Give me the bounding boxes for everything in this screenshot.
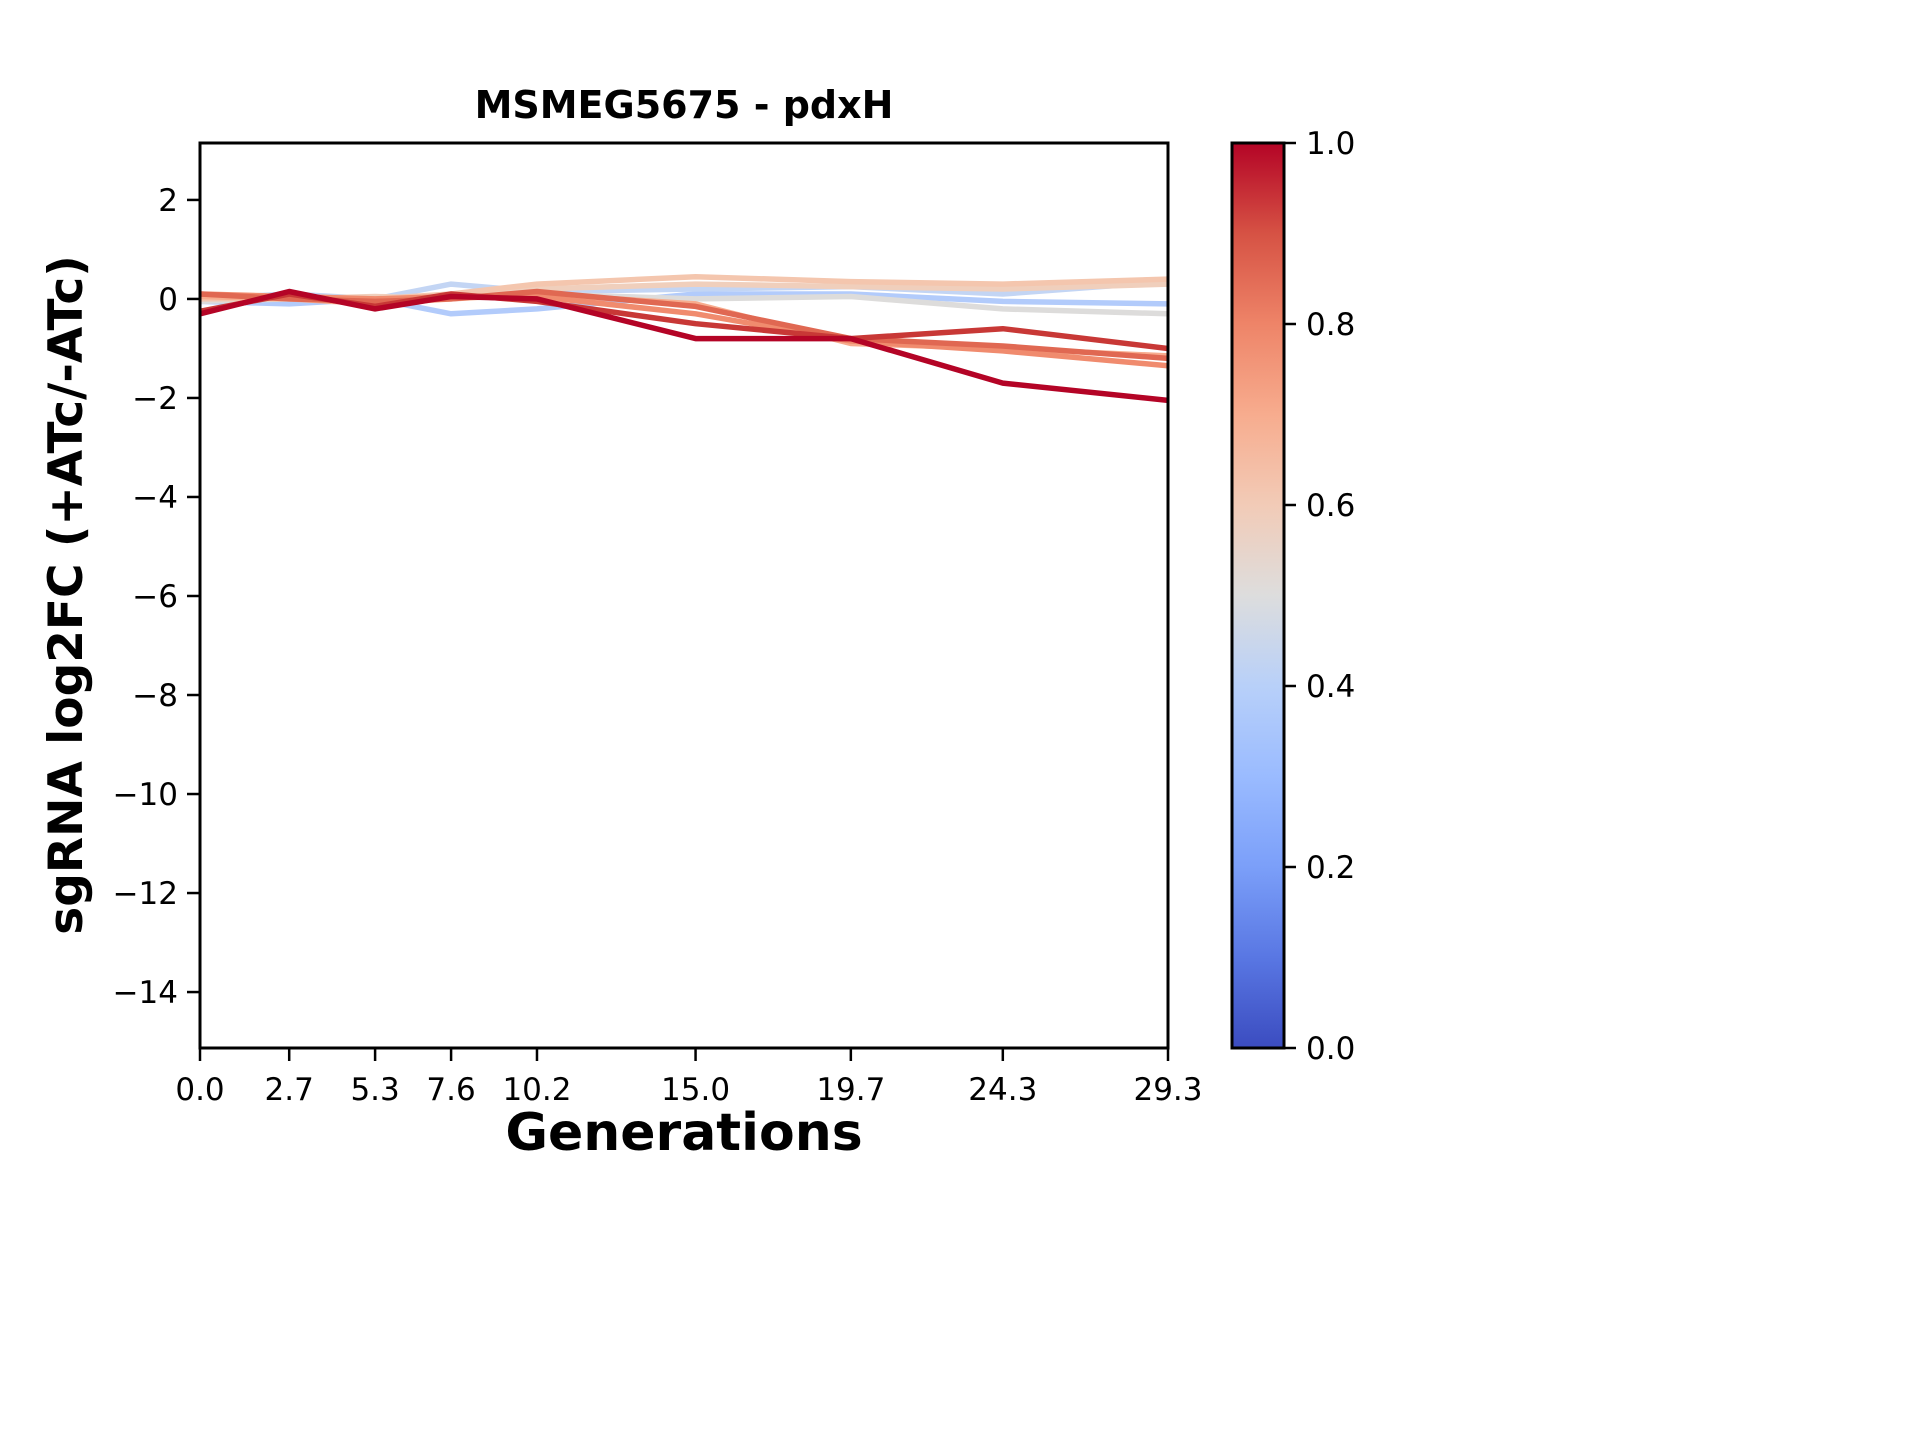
x-tick-label: 2.7 (265, 1072, 314, 1108)
colorbar-tick-label: 0.2 (1306, 850, 1355, 886)
y-tick-label: −4 (132, 480, 178, 516)
x-tick-label: 15.0 (661, 1072, 730, 1108)
y-tick-label: −2 (132, 381, 178, 417)
series-line-sgrna-10 (200, 288, 1168, 404)
x-tick-label: 0.0 (175, 1072, 224, 1108)
y-tick-label: 0 (158, 282, 178, 318)
y-tick-label: −12 (113, 876, 178, 912)
y-axis-ticks: 2 0 −2 −4 −6 −8 −10 −12 −14 (113, 183, 200, 1011)
y-axis-label: sgRNA log2FC (+ATc/-ATc) (39, 255, 94, 934)
colorbar-ticks: 1.0 0.8 0.6 0.4 0.2 0.0 (1284, 126, 1355, 1067)
y-tick-label: −10 (113, 777, 178, 813)
x-axis-ticks: 0.0 2.7 5.3 7.6 10.2 15.0 19.7 24.3 29.3 (175, 1048, 1203, 1108)
x-tick-label: 5.3 (350, 1072, 399, 1108)
colorbar-tick-label: 1.0 (1306, 126, 1355, 162)
x-tick-label: 10.2 (502, 1072, 571, 1108)
colorbar-tick-label: 0.6 (1306, 488, 1355, 524)
x-tick-label: 29.3 (1133, 1072, 1202, 1108)
x-tick-label: 24.3 (968, 1072, 1037, 1108)
colorbar-tick-label: 0.8 (1306, 307, 1355, 343)
colorbar-tick-label: 0.0 (1306, 1031, 1355, 1067)
colorbar (1230, 141, 1286, 1050)
series-lines-group (200, 273, 1168, 404)
y-tick-label: −8 (132, 678, 178, 714)
y-tick-label: −6 (132, 579, 178, 615)
chart-title: MSMEG5675 - pdxH (475, 83, 894, 127)
colorbar-tick-label: 0.4 (1306, 669, 1355, 705)
x-axis-label: Generations (505, 1103, 862, 1163)
y-tick-label: −14 (113, 975, 178, 1011)
x-tick-label: 19.7 (816, 1072, 885, 1108)
x-tick-label: 7.6 (426, 1072, 475, 1108)
y-tick-label: 2 (158, 183, 178, 219)
